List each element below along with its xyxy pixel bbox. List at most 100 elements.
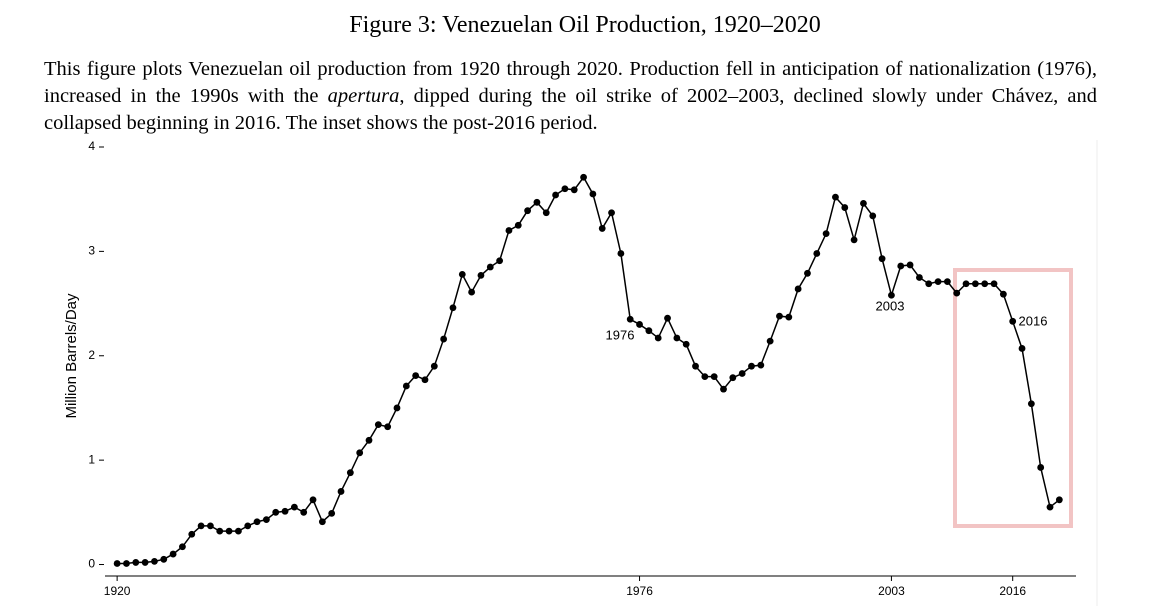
point: [486, 263, 494, 271]
point: [701, 373, 709, 381]
y-axis-label: Million Barrels/Day: [63, 293, 80, 419]
point: [290, 503, 298, 511]
point: [804, 269, 811, 277]
point: [356, 449, 364, 457]
point: [272, 508, 280, 516]
point: [925, 280, 933, 288]
y-tick-label: 4: [88, 139, 95, 153]
x-tick-label: 2003: [878, 584, 905, 598]
y-tick-label: 2: [88, 348, 95, 362]
point: [962, 280, 970, 288]
point: [468, 288, 476, 296]
x-tick-label: 1976: [626, 584, 653, 598]
point: [608, 209, 615, 217]
y-tick-label: 0: [88, 557, 95, 571]
point: [860, 199, 867, 207]
point: [850, 236, 858, 244]
point: [645, 327, 653, 335]
point: [328, 509, 336, 517]
point: [496, 257, 504, 265]
point: [626, 315, 634, 323]
point: [449, 304, 457, 312]
point: [580, 173, 587, 181]
point: [710, 373, 718, 381]
y-tick-label: 1: [88, 452, 95, 466]
point: [1037, 464, 1045, 471]
point: [999, 290, 1007, 298]
point: [953, 289, 961, 297]
point: [990, 280, 998, 288]
point: [197, 522, 205, 530]
inset-box: [953, 268, 1073, 528]
point: [776, 312, 783, 320]
point: [179, 543, 186, 551]
point: [123, 560, 130, 567]
point: [888, 291, 895, 299]
point: [374, 421, 382, 429]
point: [570, 186, 578, 194]
point: [1046, 503, 1054, 511]
point: [262, 516, 270, 524]
point: [869, 212, 877, 220]
point: [748, 362, 755, 370]
point: [617, 250, 625, 257]
x-tick-label: 1920: [104, 584, 131, 598]
point: [916, 274, 923, 281]
point: [971, 280, 979, 288]
point: [281, 507, 289, 515]
point: [589, 190, 597, 198]
point: [673, 334, 681, 342]
point: [235, 527, 242, 535]
point: [132, 559, 140, 566]
point: [440, 335, 448, 343]
point: [552, 191, 559, 199]
line: [117, 175, 1060, 565]
point: [160, 555, 168, 563]
point: [1018, 345, 1026, 352]
point: [682, 340, 690, 348]
point: [729, 374, 737, 382]
point: [1055, 496, 1063, 504]
point: [785, 313, 793, 321]
point: [151, 557, 158, 565]
point: [113, 560, 121, 567]
point: [458, 270, 466, 278]
point: [225, 527, 233, 535]
point: [253, 518, 261, 526]
point: [794, 285, 802, 293]
caption-text: , dipped during the oil strike of 2002–2…: [44, 85, 1097, 134]
point: [141, 559, 149, 566]
point: [533, 198, 541, 206]
point: [738, 370, 746, 377]
point: [421, 376, 429, 384]
point: [561, 185, 569, 193]
point: [244, 522, 252, 530]
point: [720, 385, 727, 393]
point: [981, 280, 989, 288]
annotation: 1976: [606, 327, 635, 342]
point: [813, 250, 821, 257]
point: [542, 209, 550, 217]
point: [822, 230, 830, 238]
point: [188, 530, 196, 538]
point: [934, 278, 942, 286]
point: [365, 436, 373, 444]
point: [664, 314, 671, 322]
point: [757, 361, 765, 369]
point: [1027, 400, 1035, 408]
point: [636, 321, 643, 328]
point: [216, 527, 224, 535]
point: [207, 522, 214, 530]
annotation: 2003: [876, 298, 905, 313]
point: [505, 227, 513, 234]
point: [514, 221, 522, 229]
point: [897, 262, 905, 270]
caption-italic: apertura: [327, 85, 400, 107]
point: [878, 255, 886, 263]
point: [300, 508, 308, 516]
point: [832, 193, 839, 201]
figure-title: Figure 3: Venezuelan Oil Production, 192…: [349, 12, 821, 38]
x-tick-label: 2016: [999, 584, 1026, 598]
